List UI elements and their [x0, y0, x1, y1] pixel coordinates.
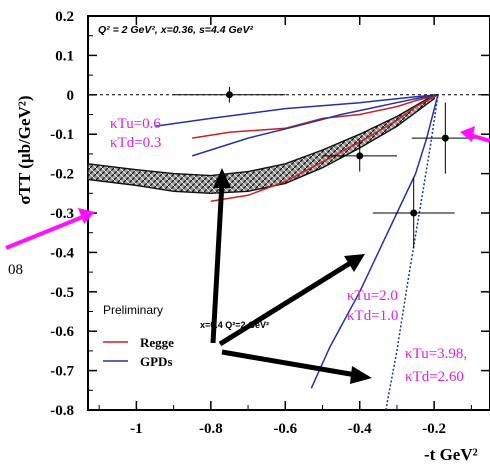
y-tick-label: -0.3: [50, 206, 74, 222]
data-points: [173, 86, 479, 249]
legend-label-regge: Regge: [140, 335, 174, 350]
axis-ticks: -1 -0.8 -0.6 -0.4 -0.2 0.2 0.1 0 -0.1 -0.2 -0.3 -0.…: [50, 9, 490, 437]
gpds-curve: [191, 94, 439, 157]
gpds-curve: [385, 94, 439, 411]
y-tick-label: -0.4: [50, 245, 74, 261]
legend: Preliminary x=0.4 Q²=2 GeV² Regge GPDs: [103, 303, 269, 369]
magenta-arrows: [5, 126, 490, 250]
regge-curve: [210, 94, 439, 202]
arrow-up-left: [210, 181, 225, 344]
arrow-up-right-head: [344, 254, 365, 272]
y-tick-label: 0: [67, 88, 75, 104]
kappa-d-10: κTd=1.0: [347, 308, 398, 324]
kappa-u-398: κTu=3.98,: [405, 346, 467, 362]
data-point: [410, 209, 418, 217]
black-arrows: [210, 168, 372, 384]
kappa-d-03: κTd=0.3: [110, 135, 161, 151]
kappa-d-260: κTd=2.60: [405, 369, 464, 385]
data-point: [441, 134, 449, 142]
legend-title: Preliminary: [103, 303, 163, 317]
y-tick-label: 0.2: [55, 9, 74, 25]
magenta-arrow-left-head: [78, 208, 95, 224]
legend-label-gpds: GPDs: [140, 354, 173, 369]
data-point: [225, 91, 233, 99]
y-tick-label: -0.7: [50, 364, 74, 380]
y-tick-label: -0.1: [50, 127, 74, 143]
y-tick-label: -0.2: [50, 167, 74, 183]
y-tick-label: -0.8: [50, 403, 74, 419]
kappa-u-20: κTu=2.0: [347, 288, 398, 304]
arrow-right-head: [350, 366, 372, 384]
y-axis-label: σTT (μb/GeV²): [15, 95, 34, 204]
arrow-up-right: [218, 259, 354, 347]
magenta-arrow-right: [469, 133, 490, 143]
gpds-curve: [310, 94, 439, 389]
kappa-annotations: κTu=0.6 κTd=0.3 κTu=2.0 κTd=1.0 κTu=3.98…: [110, 116, 467, 385]
y-tick-label: 0.1: [55, 48, 74, 64]
chart-header: Q² = 2 GeV², x=0.36, s=4.4 GeV²: [98, 24, 253, 36]
magenta-arrow-left: [5, 214, 86, 250]
legend-extra: x=0.4 Q²=2 GeV²: [200, 320, 269, 330]
arrow-right: [221, 349, 357, 378]
x-tick-label: -0.8: [199, 421, 223, 437]
arrow-up-left-head: [213, 168, 231, 188]
x-tick-label: -0.4: [348, 421, 372, 437]
y-tick-label: -0.5: [50, 285, 74, 301]
gpds-curve: [154, 94, 438, 128]
x-axis-label: -t GeV²: [424, 445, 478, 464]
kappa-u-06: κTu=0.6: [110, 116, 161, 132]
x-tick-label: -0.6: [273, 421, 297, 437]
magenta-arrow-right-head: [460, 126, 475, 142]
x-tick-label: -0.2: [422, 421, 446, 437]
regge-curve: [192, 94, 439, 139]
data-point: [356, 152, 364, 160]
y-tick-label: -0.6: [50, 324, 74, 340]
stray-label: 08: [8, 262, 23, 278]
x-tick-label: -1: [130, 421, 143, 437]
